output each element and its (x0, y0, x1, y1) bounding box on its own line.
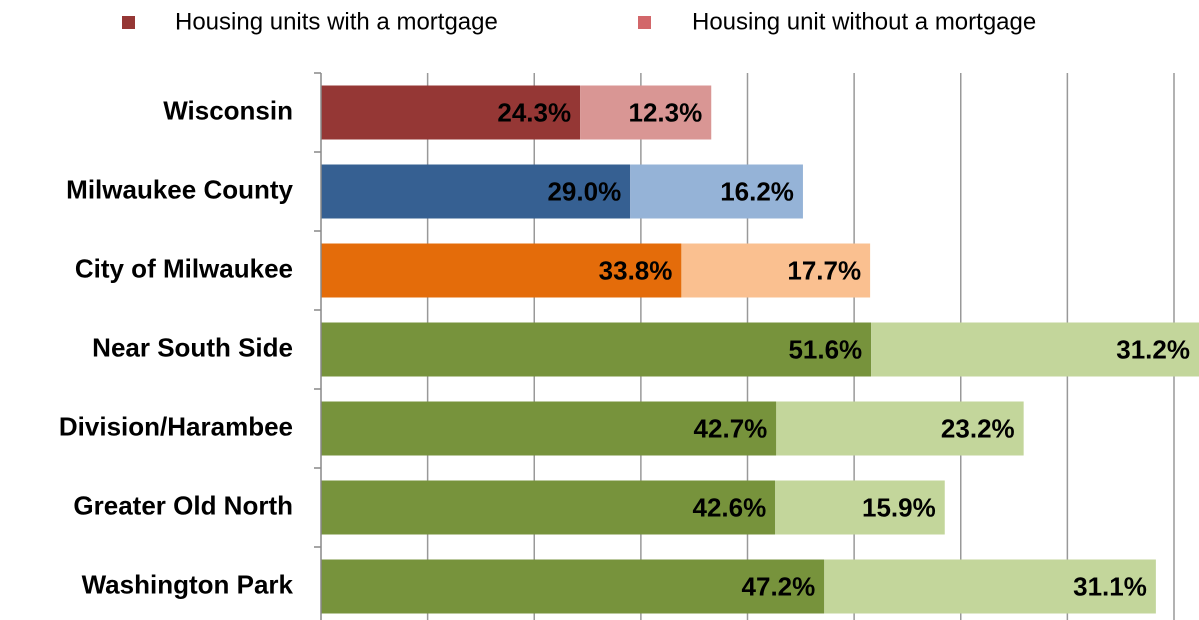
value-label: 42.7% (694, 413, 768, 443)
category-label: Wisconsin (163, 95, 293, 125)
bar-segment (775, 480, 945, 535)
legend-swatch (122, 16, 135, 29)
legend-label: Housing unit without a mortgage (692, 8, 1036, 35)
value-label: 47.2% (742, 571, 816, 601)
bar-segment (321, 322, 872, 377)
category-label: Milwaukee County (66, 174, 293, 204)
legend-swatch (638, 16, 651, 29)
legend-label: Housing units with a mortgage (175, 8, 498, 35)
bar-segment (321, 401, 777, 456)
category-label: Greater Old North (73, 490, 293, 520)
value-label: 23.2% (941, 413, 1015, 443)
bar-segment (321, 559, 825, 614)
value-label: 15.9% (862, 492, 936, 522)
bar-segment (321, 85, 581, 140)
bar-segment (681, 243, 871, 298)
bar-segment (776, 401, 1024, 456)
bar-segment (871, 322, 1199, 377)
bar-segment (580, 85, 712, 140)
value-label: 12.3% (629, 97, 703, 127)
bar-segment (630, 164, 803, 219)
value-label: 31.1% (1073, 571, 1147, 601)
value-label: 42.6% (692, 492, 766, 522)
value-label: 17.7% (787, 255, 861, 285)
value-label: 29.0% (547, 176, 621, 206)
value-label: 51.6% (788, 334, 862, 364)
bar-segment (321, 243, 682, 298)
bar-segment (321, 480, 776, 535)
category-label: City of Milwaukee (75, 253, 293, 283)
category-label: Washington Park (82, 569, 294, 599)
value-label: 31.2% (1116, 334, 1190, 364)
bar-segment (824, 559, 1156, 614)
bar-segment (321, 164, 631, 219)
value-label: 16.2% (720, 176, 794, 206)
value-label: 33.8% (599, 255, 673, 285)
category-label: Division/Harambee (59, 411, 293, 441)
value-label: 24.3% (497, 97, 571, 127)
category-label: Near South Side (92, 332, 293, 362)
